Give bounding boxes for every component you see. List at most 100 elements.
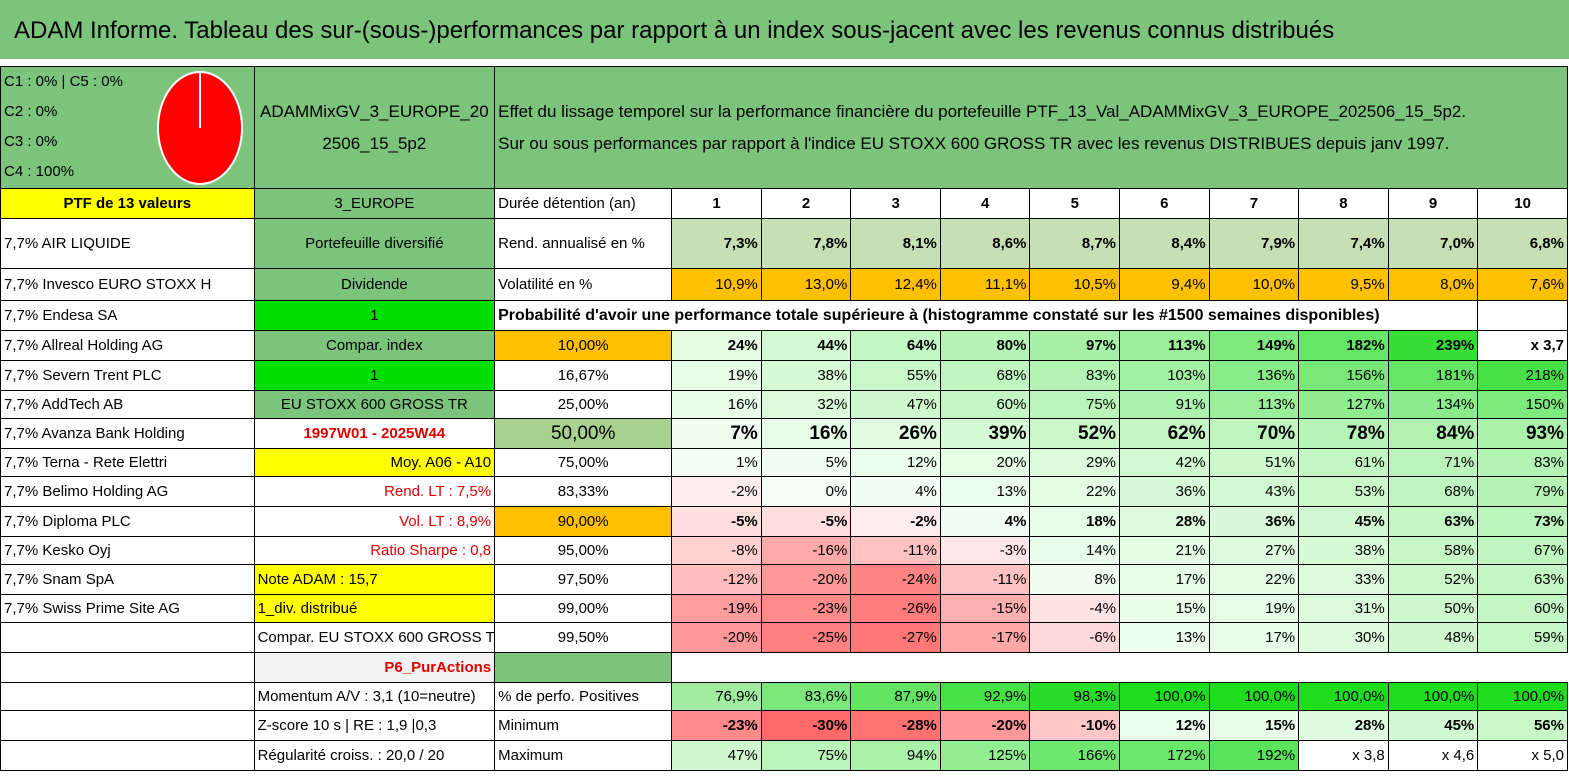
prob-row: 7,7% Allreal Holding AG Compar. index 10,0…: [0, 330, 1568, 361]
vol-value: 12,4%: [850, 268, 941, 301]
minimum-value: 28%: [1298, 710, 1389, 741]
vol-row: 7,7% Invesco EURO STOXX H Dividende Volati…: [0, 268, 1568, 301]
prob-value: 156%: [1298, 360, 1389, 391]
prob-value: 61%: [1298, 448, 1389, 477]
prob-value: 45%: [1298, 506, 1389, 537]
prob-value: 83%: [1029, 360, 1121, 391]
holding-name: 7,7% Avanza Bank Holding: [0, 418, 255, 449]
empty-cell: [0, 710, 255, 741]
maximum-value: 166%: [1029, 740, 1121, 771]
legend-block: C1 : 0% | C5 : 0% C2 : 0% C3 : 0% C4 : 100%: [4, 68, 251, 188]
prob-value: 42%: [1119, 448, 1210, 477]
prob-value: 29%: [1029, 448, 1121, 477]
prob-value: 113%: [1208, 390, 1300, 419]
maximum-value: 172%: [1119, 740, 1210, 771]
prob-value: 22%: [1208, 564, 1300, 595]
vol-value: 11,1%: [939, 268, 1031, 301]
prob-value: 21%: [1119, 536, 1210, 565]
prob-value: 182%: [1298, 330, 1389, 361]
prob-row: Compar. EU STOXX 600 GROSS TR 99,50% -20% -…: [0, 622, 1568, 653]
prob-value: 52%: [1387, 564, 1479, 595]
empty-cell: [0, 652, 255, 683]
positives-value: 76,9%: [671, 682, 762, 711]
prob-value: 127%: [1298, 390, 1389, 419]
holding-name: 7,7% Swiss Prime Site AG: [0, 594, 255, 623]
prob-row: 7,7% Snam SpA Note ADAM : 15,7 97,50% -12% -…: [0, 564, 1568, 595]
prob-value: 91%: [1119, 390, 1210, 419]
rend-value: 8,1%: [850, 218, 941, 269]
prob-value: -2%: [850, 506, 941, 537]
info-cell: Ratio Sharpe : 0,8: [253, 536, 496, 565]
prob-value: 67%: [1477, 536, 1568, 565]
year-header: 1: [671, 188, 762, 219]
positives-value: 83,6%: [760, 682, 852, 711]
prob-threshold: 99,50%: [494, 622, 673, 653]
prob-value: 0%: [760, 476, 852, 507]
info-cell: 1: [253, 360, 496, 391]
minimum-value: -23%: [671, 710, 762, 741]
year-header: 10: [1477, 188, 1568, 219]
prob-value: 80%: [939, 330, 1031, 361]
rend-value: 7,4%: [1298, 218, 1389, 269]
minimum-value: -28%: [850, 710, 941, 741]
prob-value: 64%: [850, 330, 941, 361]
prob-value: 38%: [760, 360, 852, 391]
vol-label: Volatilité en %: [494, 268, 673, 301]
positives-value: 87,9%: [850, 682, 941, 711]
holding-name: 7,7% Allreal Holding AG: [0, 330, 255, 361]
prob-row: 7,7% Swiss Prime Site AG 1_div. distribué…: [0, 594, 1568, 623]
prob-value: -24%: [850, 564, 941, 595]
prob-value: 16%: [671, 390, 762, 419]
positives-value: 100,0%: [1119, 682, 1210, 711]
minimum-row: Z-score 10 s | RE : 1,9 |0,3 Minimum -23% -…: [0, 710, 1568, 741]
prob-value: -20%: [760, 564, 852, 595]
prob-value: -25%: [760, 622, 852, 653]
prob-value: 63%: [1387, 506, 1479, 537]
prob-value: 20%: [939, 448, 1031, 477]
p6-row: P6_PurActions: [0, 652, 1568, 683]
description-line: Sur ou sous performances par rapport à l…: [498, 133, 1450, 153]
prob-value: 84%: [1387, 418, 1479, 449]
prob-value: 14%: [1029, 536, 1121, 565]
rend-value: 8,7%: [1029, 218, 1121, 269]
minimum-label: Minimum: [494, 710, 673, 741]
prob-threshold: 83,33%: [494, 476, 673, 507]
prob-value: -4%: [1029, 594, 1121, 623]
holding-name: 7,7% Snam SpA: [0, 564, 255, 595]
info-one-a: 1: [253, 300, 496, 331]
legend-item: C3 : 0%: [4, 133, 58, 150]
prob-value: -17%: [939, 622, 1031, 653]
prob-value: 28%: [1119, 506, 1210, 537]
minimum-value: -10%: [1029, 710, 1121, 741]
prob-value: 32%: [760, 390, 852, 419]
region: 3_EUROPE: [253, 188, 496, 219]
prob-value: 150%: [1477, 390, 1568, 419]
prob-value: 19%: [671, 360, 762, 391]
rend-value: 7,8%: [760, 218, 852, 269]
header-row: C1 : 0% | C5 : 0% C2 : 0% C3 : 0% C4 : 100%…: [0, 66, 1568, 189]
prob-value: 47%: [850, 390, 941, 419]
year-header: 8: [1298, 188, 1389, 219]
year-header: 9: [1387, 188, 1479, 219]
prob-value: 18%: [1029, 506, 1121, 537]
prob-value: 13%: [939, 476, 1031, 507]
prob-value: 44%: [760, 330, 852, 361]
prob-value: -16%: [760, 536, 852, 565]
prob-value: 239%: [1387, 330, 1479, 361]
positives-value: 100,0%: [1298, 682, 1389, 711]
empty-cell: [0, 622, 255, 653]
minimum-value: -30%: [760, 710, 852, 741]
prob-label-row: 7,7% Endesa SA 1 Probabilité d'avoir une p…: [0, 300, 1568, 331]
info-type: Portefeuille diversifié: [253, 218, 496, 269]
prob-value: 60%: [1477, 594, 1568, 623]
prob-value: -3%: [939, 536, 1031, 565]
prob-value: -2%: [671, 476, 762, 507]
info-momentum: Momentum A/V : 3,1 (10=neutre): [253, 682, 496, 711]
info-cell: EU STOXX 600 GROSS TR: [253, 390, 496, 419]
prob-value: 51%: [1208, 448, 1300, 477]
holding-name: 7,7% Terna - Rete Elettri: [0, 448, 255, 477]
info-regularity: Régularité croiss. : 20,0 / 20: [253, 740, 496, 771]
vol-value: 8,0%: [1387, 268, 1479, 301]
prob-value: 60%: [939, 390, 1031, 419]
prob-threshold: 99,00%: [494, 594, 673, 623]
